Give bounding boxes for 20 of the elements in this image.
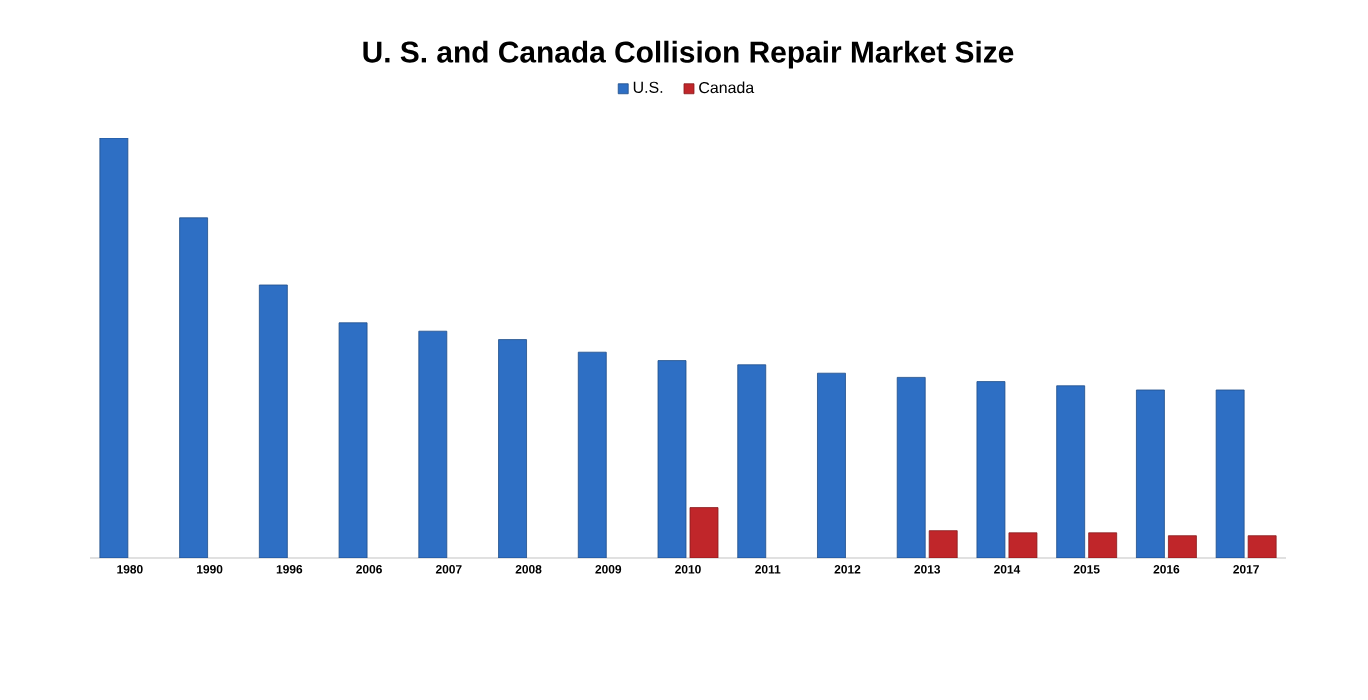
bar [929,530,958,558]
bar [1136,389,1165,558]
bar [99,137,129,558]
bar [976,381,1006,558]
bar [498,339,527,558]
bar [657,360,687,558]
bar [1168,535,1197,558]
bar [896,377,926,558]
bar [258,284,288,558]
chart-title: U. S. and Canada Collision Repair Market Size [363,40,1014,69]
bar [179,217,208,558]
bar [1088,532,1117,558]
bar [1056,385,1086,558]
bar [338,322,368,558]
bar [817,372,846,558]
bar [418,330,448,558]
bar [689,507,719,558]
bar [577,351,607,558]
bar [1215,389,1245,558]
bar [737,364,767,558]
